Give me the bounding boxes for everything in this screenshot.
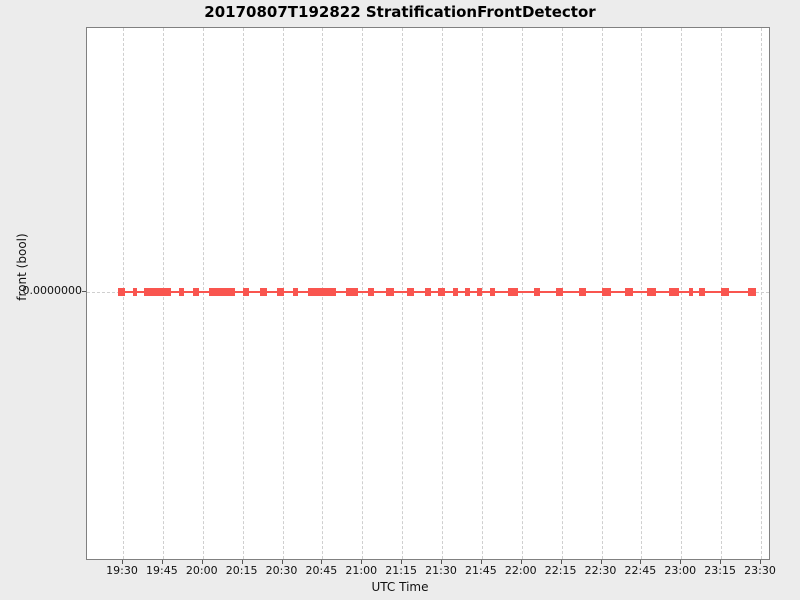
data-marker (508, 288, 518, 296)
data-marker (259, 288, 267, 296)
x-tick-label: 19:45 (146, 564, 178, 577)
vertical-gridline (761, 28, 762, 559)
data-marker (452, 288, 458, 296)
data-marker (556, 288, 563, 296)
data-marker (346, 288, 359, 296)
vertical-gridline (481, 28, 483, 559)
data-marker (242, 288, 250, 296)
x-tick-label: 21:00 (345, 564, 378, 577)
x-tick-label: 22:30 (584, 564, 617, 577)
x-tick-label: 19:30 (106, 564, 138, 577)
x-tick-mark (600, 560, 602, 564)
vertical-gridline (681, 28, 683, 559)
data-marker (464, 288, 470, 296)
data-marker (193, 288, 199, 296)
data-marker (669, 288, 679, 296)
x-tick-mark (201, 560, 203, 564)
x-tick-label: 23:00 (664, 564, 697, 577)
x-tick-label: 21:15 (385, 564, 417, 577)
x-tick-mark (480, 560, 482, 564)
data-marker (293, 288, 299, 296)
data-marker (533, 288, 541, 296)
x-tick-mark (520, 560, 522, 564)
data-marker (277, 288, 284, 296)
data-marker (646, 288, 656, 296)
vertical-gridline (641, 28, 643, 559)
data-marker (476, 288, 482, 296)
x-tick-mark (760, 560, 761, 564)
vertical-gridline (521, 28, 523, 559)
y-axis-label: front (bool) (15, 233, 29, 301)
x-tick-mark (720, 560, 722, 564)
data-marker (386, 288, 395, 296)
x-tick-mark (560, 560, 562, 564)
data-marker (424, 288, 432, 296)
x-tick-label: 22:00 (504, 564, 537, 577)
x-tick-mark (281, 560, 283, 564)
x-tick-mark (640, 560, 642, 564)
page-title: 20170807T192822 StratificationFrontDetec… (204, 3, 596, 21)
y-tick-label: 0.0000000 (22, 284, 83, 297)
data-marker (438, 288, 445, 296)
x-tick-mark (161, 560, 163, 564)
data-marker (747, 288, 756, 296)
vertical-gridline (402, 28, 404, 559)
x-tick-label: 21:45 (465, 564, 497, 577)
vertical-gridline (362, 28, 364, 559)
data-marker (178, 288, 185, 296)
data-marker (721, 288, 730, 296)
data-marker (578, 288, 586, 296)
data-marker (689, 288, 694, 296)
x-tick-mark (441, 560, 442, 564)
x-tick-label: 22:45 (624, 564, 657, 577)
data-marker (625, 288, 634, 296)
plot-area (86, 27, 770, 560)
x-tick-mark (680, 560, 682, 564)
x-axis-label: UTC Time (371, 580, 429, 594)
x-tick-mark (321, 560, 323, 564)
x-tick-label: 20:00 (185, 564, 218, 577)
x-tick-label: 20:30 (265, 564, 298, 577)
x-tick-label: 20:15 (225, 564, 258, 577)
data-marker (307, 288, 336, 296)
x-tick-mark (122, 560, 123, 564)
data-marker (132, 288, 137, 296)
x-tick-label: 22:15 (544, 564, 577, 577)
data-marker (407, 288, 415, 296)
data-marker (144, 288, 171, 296)
data-marker (601, 288, 611, 296)
x-tick-label: 20:45 (305, 564, 338, 577)
x-tick-mark (241, 560, 243, 564)
data-marker (367, 288, 375, 296)
x-tick-mark (401, 560, 403, 564)
x-tick-mark (361, 560, 363, 564)
vertical-gridline (202, 28, 204, 559)
data-marker (489, 288, 496, 296)
series-connector-line (117, 291, 756, 293)
data-marker (698, 288, 706, 296)
x-tick-label: 23:30 (744, 564, 776, 577)
data-marker (209, 288, 235, 296)
data-marker (117, 288, 125, 296)
y-tick-mark (82, 291, 86, 292)
x-tick-label: 21:30 (425, 564, 457, 577)
x-tick-label: 23:15 (704, 564, 736, 577)
